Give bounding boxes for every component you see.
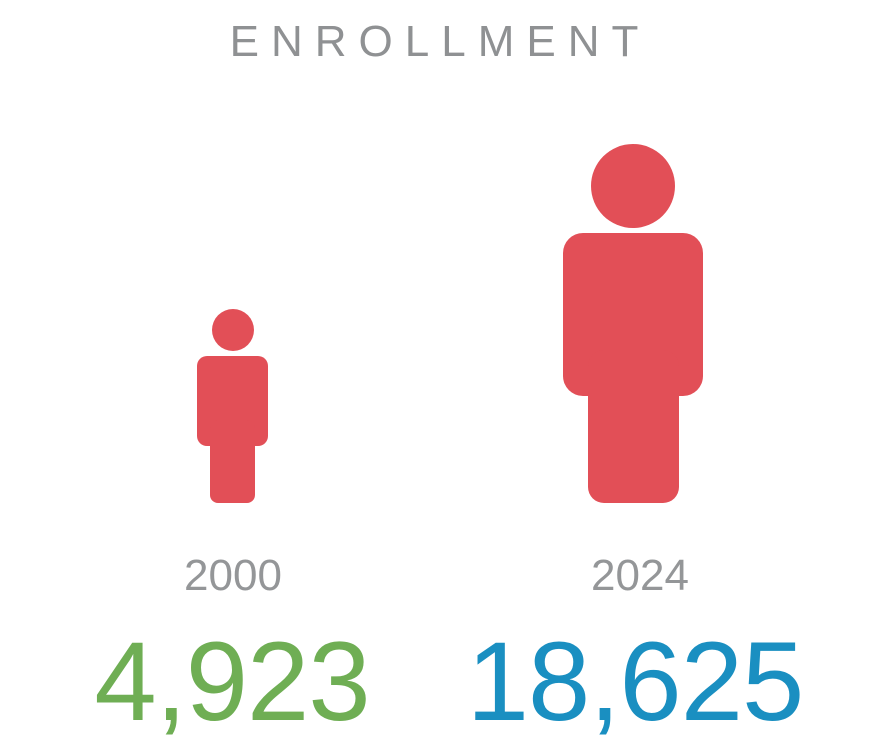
- person-icon-2000: [197, 309, 268, 503]
- person-icon-2024-legs: [588, 350, 679, 503]
- person-icon-2000-legs: [210, 420, 255, 503]
- year-label-2024: 2024: [591, 551, 689, 600]
- person-icon-2000-head: [212, 309, 254, 351]
- value-label-2000: 4,923: [94, 619, 370, 744]
- pictogram-area: [197, 144, 703, 503]
- value-label-2024: 18,625: [466, 619, 805, 744]
- person-icon-2024-head: [591, 144, 675, 228]
- person-icon-2024: [563, 144, 703, 503]
- year-label-2000: 2000: [184, 551, 282, 600]
- chart-title: ENROLLMENT: [229, 17, 651, 66]
